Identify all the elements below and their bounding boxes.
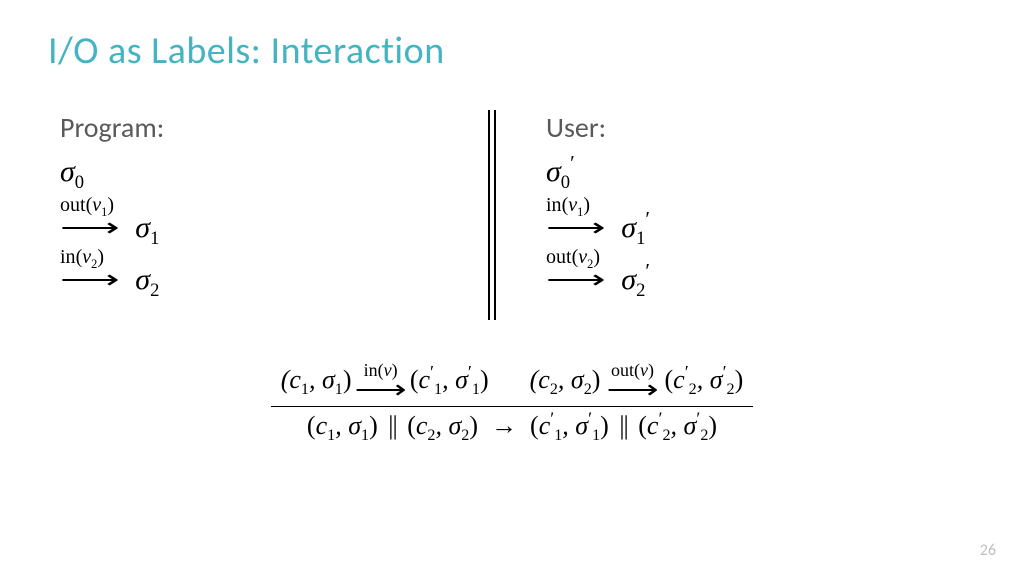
program-transition-2: in(v2) ⟶ σ2 xyxy=(60,247,478,295)
user-column: User: σ0′ in(v1) ⟶ σ1′ out(v2) ⟶ σ2′ xyxy=(546,110,964,299)
user-transition-2: out(v2) ⟶ σ2′ xyxy=(546,247,964,295)
page-number: 26 xyxy=(980,541,996,560)
sigma-symbol: σ xyxy=(60,155,75,188)
program-sigma0: σ0 xyxy=(60,155,478,189)
sigma-symbol: σ xyxy=(546,155,561,188)
target-sub: 1 xyxy=(636,228,645,249)
target-state: σ2′ xyxy=(621,265,650,295)
user-sigma0: σ0′ xyxy=(546,155,964,189)
transition-label: in(v2) xyxy=(60,247,478,267)
program-transition-1: out(v1) ⟶ σ1 xyxy=(60,195,478,243)
target-symbol: σ xyxy=(621,263,636,296)
transition-label: in(v1) xyxy=(546,195,964,215)
arrow-target: ⟶ σ1 xyxy=(60,213,478,243)
target-sub: 2 xyxy=(636,280,645,301)
main-content: Program: σ0 out(v1) ⟶ σ1 in(v2) ⟶ σ2 Use… xyxy=(60,110,964,320)
arrow-icon: ⟶ xyxy=(355,378,407,401)
target-symbol: σ xyxy=(135,263,150,296)
transition-label: out(v1) xyxy=(60,195,478,215)
target-state: σ2 xyxy=(135,265,159,295)
user-header: User: xyxy=(546,110,964,145)
program-column: Program: σ0 out(v1) ⟶ σ1 in(v2) ⟶ σ2 xyxy=(60,110,478,299)
arrow-icon: ⟶ xyxy=(606,378,658,401)
target-sub: 1 xyxy=(150,228,159,249)
transition-label: out(v2) xyxy=(546,247,964,267)
program-header: Program: xyxy=(60,110,478,145)
target-state: σ1 xyxy=(135,213,159,243)
target-state: σ1′ xyxy=(621,213,650,243)
rule-premise: (c1, σ1) in(v) ⟶ (c′1, σ′1) (c2, σ2) out… xyxy=(271,360,754,404)
arrow-target: ⟶ σ1′ xyxy=(546,213,964,243)
target-symbol: σ xyxy=(135,211,150,244)
rule-line xyxy=(271,406,754,407)
arrow-icon: ⟶ xyxy=(546,267,606,293)
premise-arrow-1: in(v) ⟶ xyxy=(362,362,399,402)
arrow-icon: ⟶ xyxy=(60,215,120,241)
rule-conclusion: (c1, σ1) || (c2, σ2) → (c′1, σ′1) || (c′… xyxy=(271,409,754,443)
target-symbol: σ xyxy=(621,211,636,244)
target-sub: 2 xyxy=(150,280,159,301)
slide-title: I/O as Labels: Interaction xyxy=(48,28,445,74)
arrow-icon: ⟶ xyxy=(60,267,120,293)
arrow-target: ⟶ σ2 xyxy=(60,265,478,295)
premise-arrow-2: out(v) ⟶ xyxy=(611,362,654,402)
arrow-icon: ⟶ xyxy=(546,215,606,241)
arrow-target: ⟶ σ2′ xyxy=(546,265,964,295)
inference-rule: (c1, σ1) in(v) ⟶ (c′1, σ′1) (c2, σ2) out… xyxy=(0,360,1024,443)
parallel-divider xyxy=(488,110,496,320)
user-transition-1: in(v1) ⟶ σ1′ xyxy=(546,195,964,243)
